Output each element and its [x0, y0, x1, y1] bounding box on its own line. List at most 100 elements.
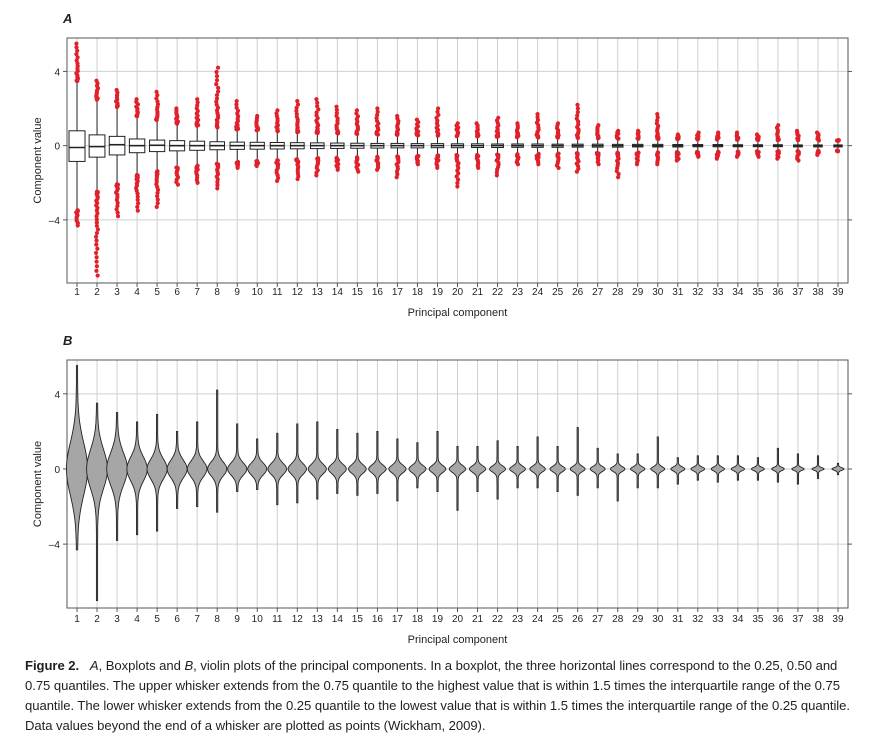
outlier-point [375, 109, 380, 115]
outlier-point [776, 123, 781, 128]
outlier-point [316, 107, 321, 112]
outlier-point [614, 168, 619, 174]
x-tick-label: 3 [114, 614, 120, 625]
violin [831, 462, 845, 476]
violin [388, 438, 407, 502]
x-tick-label: 8 [214, 287, 220, 298]
outlier-point [555, 121, 561, 126]
x-tick-label: 29 [632, 287, 644, 298]
outlier-point [375, 113, 380, 118]
outlier-point [814, 130, 820, 135]
x-tick-label: 34 [732, 287, 744, 298]
outlier-point [556, 165, 561, 171]
x-tick-label: 37 [792, 287, 804, 298]
outlier-point [655, 111, 660, 117]
outlier-point [696, 154, 701, 159]
outlier-point [675, 132, 681, 137]
x-tick-label: 27 [592, 287, 604, 298]
x-axis-label: Principal component [408, 634, 508, 646]
violin [489, 440, 506, 500]
outlier-point [616, 128, 621, 133]
violin [166, 430, 188, 509]
x-tick-label: 1 [74, 614, 80, 625]
outlier-point [195, 180, 200, 185]
outlier-point [455, 121, 460, 126]
x-tick-label: 34 [732, 614, 744, 625]
x-tick-label: 16 [372, 287, 384, 298]
outlier-point [575, 102, 580, 107]
outlier-point [454, 174, 459, 179]
violin [368, 430, 387, 494]
violin [791, 453, 805, 485]
x-tick-label: 37 [792, 614, 804, 625]
outlier-point [734, 130, 740, 135]
outlier-point [175, 182, 181, 187]
outlier-point [215, 65, 221, 70]
outlier-point [234, 102, 239, 107]
outlier-point [575, 109, 580, 115]
outlier-point [734, 154, 740, 159]
y-axis-label: Component value [32, 441, 44, 527]
outlier-point [174, 106, 179, 111]
figure-caption: Figure 2. A, Boxplots and B, violin plot… [25, 656, 865, 736]
x-tick-label: 36 [772, 287, 784, 298]
outlier-point [334, 107, 339, 112]
outlier-point [435, 165, 440, 171]
outlier-point [74, 52, 79, 57]
outlier-point [94, 214, 99, 219]
x-tick-label: 24 [532, 287, 544, 298]
outlier-point [635, 128, 641, 133]
outlier-point [94, 255, 99, 260]
violin [771, 447, 785, 483]
x-tick-label: 12 [292, 614, 304, 625]
violin [690, 455, 706, 481]
x-tick-label: 36 [772, 614, 784, 625]
x-tick-label: 14 [332, 287, 344, 298]
outlier-point [115, 210, 120, 215]
violin [609, 453, 626, 502]
x-tick-label: 27 [592, 614, 604, 625]
x-tick-label: 29 [632, 614, 644, 625]
violin [650, 436, 666, 489]
x-axis-label: Principal component [408, 307, 508, 319]
x-tick-label: 3 [114, 287, 120, 298]
outlier-point [234, 105, 239, 110]
x-tick-label: 10 [252, 287, 264, 298]
outlier-point [94, 220, 99, 225]
outlier-point [94, 78, 99, 83]
outlier-point [95, 273, 100, 278]
outlier-point [215, 186, 220, 191]
outlier-point [356, 169, 361, 174]
violin [287, 423, 308, 504]
violin [327, 429, 347, 494]
outlier-point [94, 268, 99, 273]
box [68, 130, 86, 162]
outlier-point [574, 116, 579, 121]
outlier-point [275, 108, 280, 113]
x-tick-label: 11 [272, 287, 283, 298]
outlier-point [95, 227, 101, 232]
x-tick-label: 7 [194, 614, 200, 625]
outlier-point [334, 110, 340, 116]
outlier-point [535, 111, 540, 117]
outlier-point [254, 163, 259, 169]
outlier-point [536, 162, 541, 167]
outlier-point [315, 104, 320, 109]
outlier-point [135, 204, 140, 209]
outlier-point [616, 171, 621, 177]
outlier-point [394, 175, 399, 180]
violin [448, 445, 467, 511]
x-tick-label: 12 [292, 287, 304, 298]
x-tick-label: 26 [572, 614, 584, 625]
outlier-point [294, 108, 299, 114]
outlier-point [494, 170, 499, 175]
outlier-point [415, 162, 421, 167]
x-tick-label: 30 [652, 287, 664, 298]
outlier-point [74, 45, 79, 50]
violin [227, 423, 248, 492]
x-tick-label: 13 [312, 614, 324, 625]
outlier-point [756, 154, 761, 159]
outlier-point [655, 115, 660, 120]
